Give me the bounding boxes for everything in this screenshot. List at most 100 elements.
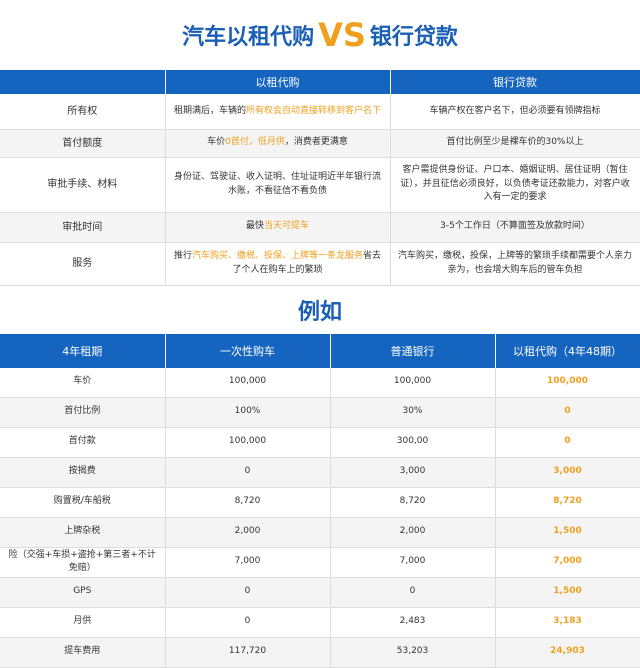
header-cell: 以租代购 (165, 70, 391, 94)
row: 审批时间 最快当天可提车 3-5个工作日（不算面签及放款时间） (0, 212, 640, 243)
cell: 0 (495, 427, 640, 458)
cell: 53,203 (330, 637, 496, 668)
header-cell: 4年租期 (0, 333, 166, 368)
cell: 100,000 (165, 427, 331, 458)
cell-text: ，消费者更满意 (284, 137, 348, 148)
cell: GPS (0, 577, 166, 608)
cell: 100,000 (330, 367, 496, 398)
cell-text: 首付额度 (62, 137, 103, 149)
cell-text: 推行 (173, 251, 192, 261)
cell: 0 (165, 577, 331, 608)
cell: 0 (495, 397, 640, 428)
cell: 首付比例至少是裸车价的30%以上 (390, 129, 640, 158)
cell: 租期满后，车辆的所有权会自动直接转移到客户名下 (165, 94, 391, 130)
row: GPS 0 0 1,500 (0, 577, 640, 608)
cell: 首付比例 (0, 397, 166, 428)
cell: 3,000 (495, 457, 640, 488)
cell: 首付额度 (0, 129, 166, 158)
row: 提车费用 117,720 53,203 24,903 (0, 637, 640, 668)
header-cell: 普通银行 (330, 333, 496, 368)
cell: 身份证、驾驶证、收入证明、住址证明近半年银行流水账，不看征信不看负债 (165, 157, 391, 213)
cell: 购置税/车船税 (0, 487, 166, 518)
cell: 7,000 (495, 547, 640, 578)
row: 首付额度 车价0首付，低月供，消费者更满意 首付比例至少是裸车价的30%以上 (0, 129, 640, 158)
cell: 100,000 (165, 367, 331, 398)
header-row: 4年租期 一次性购车 普通银行 以租代购（4年48期） (0, 333, 640, 368)
cell: 3,000 (330, 457, 496, 488)
cell: 0 (330, 577, 496, 608)
cell-text: 客户需提供身份证、户口本、婚姻证明、居住证明（暂住证），并且征信必须良好，以负债… (400, 165, 630, 203)
cell-text: 首付比例至少是裸车价的30%以上 (446, 137, 584, 148)
cell: 8,720 (165, 487, 331, 518)
cell-text: 省去了个人在购车上的繁琐 (232, 251, 382, 275)
cell: 1,500 (495, 517, 640, 548)
row: 所有权 租期满后，车辆的所有权会自动直接转移到客户名下 车辆产权在客户名下，但必须要… (0, 94, 640, 130)
cell-text: 汽车购买，缴税，投保，上牌等的繁琐手续都需要个人亲力亲为，也会增大购车后的管车负… (397, 251, 632, 275)
cell-text: 0首付，低月供 (225, 137, 285, 148)
header-row: 以租代购 银行贷款 (0, 70, 640, 94)
cell: 审批时间 (0, 212, 166, 243)
cell: 7,000 (330, 547, 496, 578)
cell: 30% (330, 397, 496, 428)
header-cell: 银行贷款 (390, 70, 640, 94)
header-cell: 以租代购（4年48期） (495, 333, 640, 368)
header-cell (0, 70, 166, 94)
cell: 0 (165, 607, 331, 638)
cost-table: 4年租期 一次性购车 普通银行 以租代购（4年48期） 车价 100,000 100,00… (0, 333, 640, 668)
cell-text: 所有权 (67, 105, 98, 117)
cell: 117,720 (165, 637, 331, 668)
cell-text: 汽车购买、缴税、投保、上牌等一条龙服务 (191, 251, 363, 261)
cell: 提车费用 (0, 637, 166, 668)
cell-text: 3-5个工作日（不算面签及放款时间） (440, 221, 590, 232)
example-heading: 例如 (297, 299, 342, 325)
cell: 2,000 (330, 517, 496, 548)
cell: 客户需提供身份证、户口本、婚姻证明、居住证明（暂住证），并且征信必须良好，以负债… (390, 157, 640, 213)
title-vs: VS (318, 16, 366, 54)
header-cell: 一次性购车 (165, 333, 331, 368)
row: 月供 0 2,483 3,183 (0, 607, 640, 638)
comparison-table: 以租代购 银行贷款 所有权 租期满后，车辆的所有权会自动直接转移到客户名下 车辆产权在… (0, 70, 640, 286)
cell: 2,000 (165, 517, 331, 548)
cell-text: 车价 (207, 137, 226, 148)
row: 购置税/车船税 8,720 8,720 8,720 (0, 487, 640, 518)
cell: 汽车购买，缴税，投保，上牌等的繁琐手续都需要个人亲力亲为，也会增大购车后的管车负… (390, 242, 640, 286)
cell: 300,00 (330, 427, 496, 458)
row: 险（交强+车损+盗抢+第三者+不计免赔） 7,000 7,000 7,000 (0, 547, 640, 578)
title-right: 银行贷款 (369, 25, 458, 50)
cell: 最快当天可提车 (165, 212, 391, 243)
row: 首付比例 100% 30% 0 (0, 397, 640, 428)
cell: 100% (165, 397, 331, 428)
cell-text: 当天可提车 (264, 221, 310, 232)
cell: 100,000 (495, 367, 640, 398)
cell: 车价 (0, 367, 166, 398)
cell: 审批手续、材料 (0, 157, 166, 213)
cell: 24,903 (495, 637, 640, 668)
cell: 服务 (0, 242, 166, 286)
cell: 0 (165, 457, 331, 488)
cell-text: 租期满后，车辆的 (173, 105, 246, 116)
cell: 月供 (0, 607, 166, 638)
row: 审批手续、材料 身份证、驾驶证、收入证明、住址证明近半年银行流水账，不看征信不看负… (0, 157, 640, 213)
cell-text: 审批手续、材料 (47, 179, 118, 190)
title-left: 汽车以租代购 (182, 25, 315, 50)
cell: 上牌杂税 (0, 517, 166, 548)
cell-text: 服务 (72, 258, 93, 269)
row: 首付款 100,000 300,00 0 (0, 427, 640, 458)
cell-text: 审批时间 (62, 221, 103, 233)
cell: 7,000 (165, 547, 331, 578)
cell: 2,483 (330, 607, 496, 638)
row: 服务 推行汽车购买、缴税、投保、上牌等一条龙服务省去了个人在购车上的繁琐 汽车购买，… (0, 242, 640, 286)
cell: 8,720 (330, 487, 496, 518)
cell-text: 车辆产权在客户名下，但必须要有领牌指标 (429, 105, 601, 116)
cell-text: 身份证、驾驶证、收入证明、住址证明近半年银行流水账，不看征信不看负债 (173, 172, 381, 196)
row: 上牌杂税 2,000 2,000 1,500 (0, 517, 640, 548)
cell: 所有权 (0, 94, 166, 130)
cell: 1,500 (495, 577, 640, 608)
cell: 推行汽车购买、缴税、投保、上牌等一条龙服务省去了个人在购车上的繁琐 (165, 242, 391, 286)
cell: 3,183 (495, 607, 640, 638)
cell-text: 所有权会自动直接转移到客户名下 (246, 105, 382, 116)
cell: 车辆产权在客户名下，但必须要有领牌指标 (390, 94, 640, 130)
cell: 按揭费 (0, 457, 166, 488)
cell-text: 最快 (245, 221, 264, 232)
